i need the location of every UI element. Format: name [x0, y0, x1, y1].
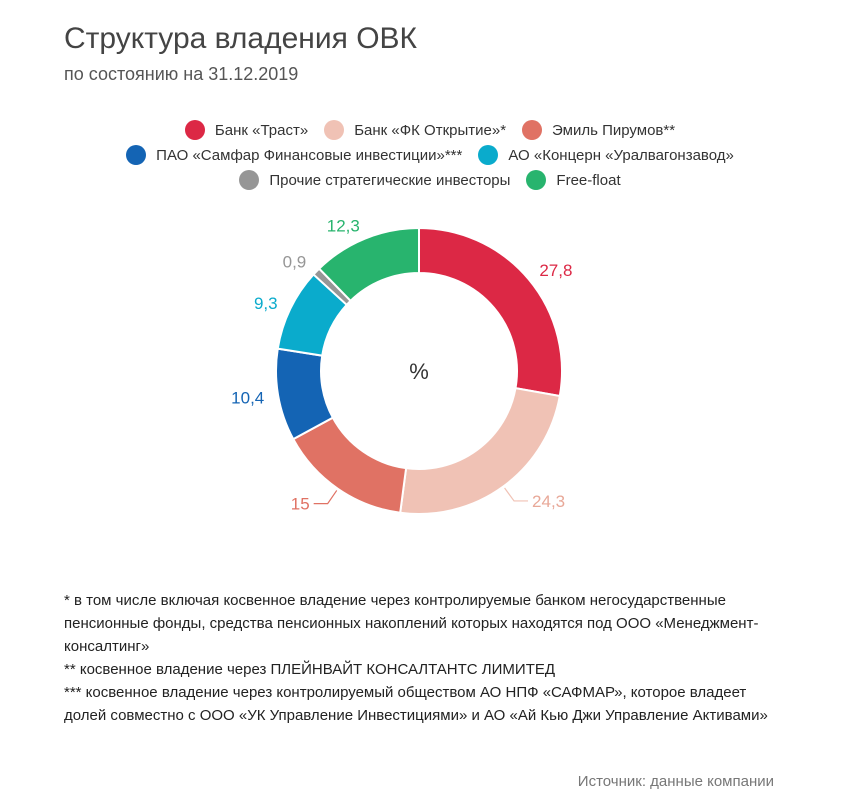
legend-swatch-bank-trust	[184, 120, 205, 140]
slice-0	[418, 226, 563, 398]
legend-label-uralvagonzavod: АО «Концерн «Уралвагонзавод»	[508, 146, 734, 164]
legend-swatch-other-strategic	[239, 170, 260, 190]
legend-item-pirumov: Эмиль Пирумов**	[522, 120, 675, 140]
legend-label-pirumov: Эмиль Пирумов**	[552, 121, 676, 139]
donut-labels: 27,8 24,3 15 10,4 9,3 0,9 12,3	[231, 217, 572, 514]
legend-item-uralvagonzavod: АО «Концерн «Уралвагонзавод»	[478, 145, 734, 165]
data-label-1: 24,3	[532, 492, 565, 511]
footnote-1: * в том числе включая косвенное владение…	[64, 592, 759, 655]
data-label-3: 10,4	[231, 389, 264, 408]
data-label-5: 0,9	[283, 253, 307, 272]
footnote-2: ** косвенное владение через ПЛЕЙНВАЙТ КО…	[64, 661, 556, 678]
donut-slices	[275, 226, 563, 515]
footnotes: * в том числе включая косвенное владение…	[64, 589, 784, 727]
donut-center-label: %	[409, 359, 429, 384]
slice-2	[291, 416, 408, 514]
legend-item-free-float: Free-float	[526, 170, 621, 190]
data-label-4: 9,3	[254, 294, 278, 313]
legend-label-other-strategic: Прочие стратегические инвесторы	[269, 171, 511, 189]
legend-row-1: Банк «Траст» Банк «ФК Открытие»* Эмиль П…	[0, 120, 860, 140]
legend-row-3: Прочие стратегические инвесторы Free-flo…	[0, 170, 860, 190]
legend-swatch-free-float	[526, 170, 547, 190]
chart-subtitle: по состоянию на 31.12.2019	[64, 64, 299, 84]
footnote-3: *** косвенное владение через контролируе…	[64, 684, 768, 724]
leader-line-2	[313, 490, 338, 505]
legend-swatch-fk-otkrytie	[324, 120, 345, 140]
legend-item-bank-trust: Банк «Траст»	[184, 120, 309, 140]
legend-item-other-strategic: Прочие стратегические инвесторы	[239, 170, 510, 190]
legend-swatch-uralvagonzavod	[478, 145, 499, 165]
legend-label-bank-trust: Банк «Траст»	[214, 121, 309, 139]
legend-label-free-float: Free-float	[556, 171, 621, 189]
legend-swatch-pirumov	[522, 120, 543, 140]
legend-row-2: ПАО «Самфар Финансовые инвестиции»*** АО…	[0, 145, 860, 165]
legend-label-samfar: ПАО «Самфар Финансовые инвестиции»***	[156, 146, 463, 164]
source-note: Источник: данные компании	[577, 773, 774, 790]
data-label-2: 15	[291, 495, 310, 514]
leader-line-1	[504, 487, 529, 502]
slice-6	[317, 226, 420, 303]
legend-swatch-samfar	[126, 145, 147, 165]
legend-label-fk-otkrytie: Банк «ФК Открытие»*	[354, 121, 507, 139]
data-label-0: 27,8	[539, 261, 572, 280]
legend-item-fk-otkrytie: Банк «ФК Открытие»*	[324, 120, 506, 140]
data-label-6: 12,3	[327, 217, 360, 236]
chart-title: Структура владения ОВК	[64, 22, 418, 55]
legend-item-samfar: ПАО «Самфар Финансовые инвестиции»***	[126, 145, 462, 165]
